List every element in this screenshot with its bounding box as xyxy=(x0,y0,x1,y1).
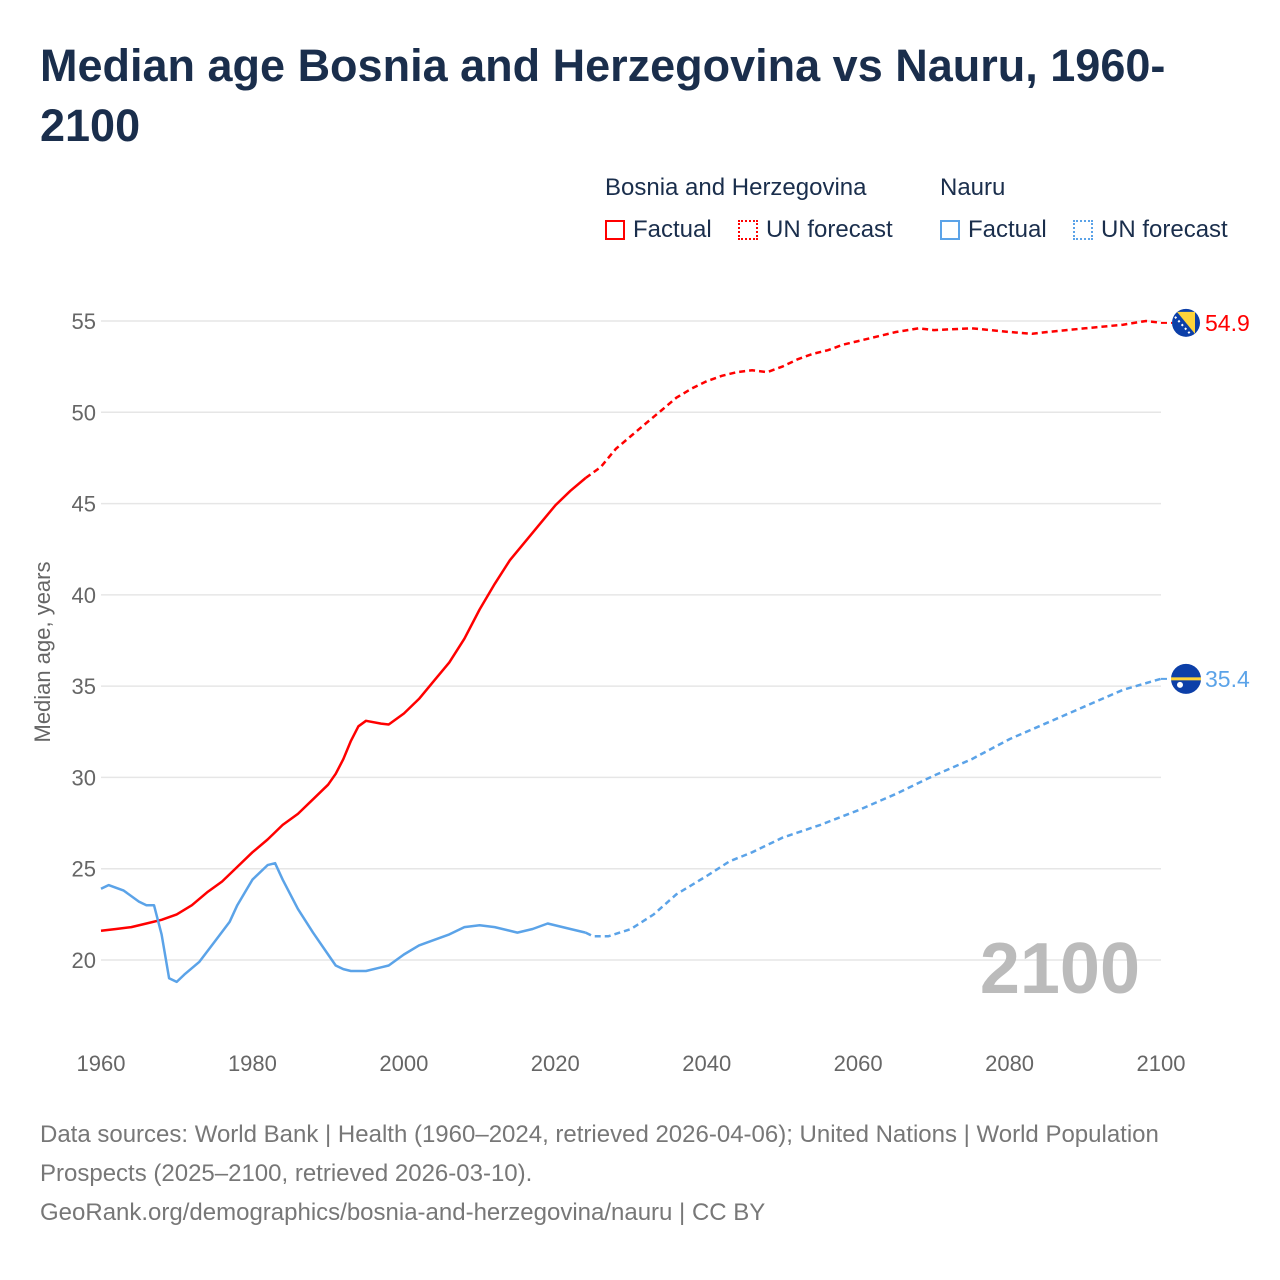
y-tick-label: 20 xyxy=(72,948,96,973)
chart-title: Median age Bosnia and Herzegovina vs Nau… xyxy=(40,40,1166,151)
x-tick-label: 1960 xyxy=(77,1051,126,1076)
y-axis-label: Median age, years xyxy=(30,562,55,743)
series-bih-forecast-line xyxy=(584,319,1162,480)
series-nauru-forecast-line xyxy=(585,677,1162,938)
y-tick-label: 25 xyxy=(72,857,96,882)
y-tick-label: 40 xyxy=(72,583,96,608)
series-nauru-factual-line xyxy=(100,861,586,984)
legend-bih-factual[interactable]: Factual xyxy=(605,216,712,244)
legend-label: Factual xyxy=(633,216,712,243)
legend-bih-forecast[interactable]: UN forecast xyxy=(738,216,893,244)
legend-swatch xyxy=(605,220,625,240)
nauru-flag-stripe xyxy=(1171,677,1201,681)
x-tick-label: 2020 xyxy=(531,1051,580,1076)
nauru-flag-star xyxy=(1177,681,1183,688)
y-tick-label: 45 xyxy=(72,492,96,517)
y-tick-label: 55 xyxy=(72,309,96,334)
bosnia-flag-stars xyxy=(1174,316,1192,336)
bosnia-flag-triangle xyxy=(1177,311,1195,334)
legend-group-bih: Bosnia and Herzegovina xyxy=(605,174,867,201)
series-bih-factual-line xyxy=(100,477,587,933)
x-tick-label: 2060 xyxy=(834,1051,883,1076)
legend-nauru-forecast[interactable]: UN forecast xyxy=(1073,216,1228,244)
y-tick-label: 30 xyxy=(72,765,96,790)
footer-source-text: Data sources: World Bank | Health (1960–… xyxy=(40,1121,1159,1187)
y-tick-label: 50 xyxy=(72,400,96,425)
legend-swatch xyxy=(738,220,758,240)
line-chart: 20 25 30 35 40 45 50 55 1960 1980 2000 2020 2040 2060… xyxy=(30,308,1250,1076)
footer-sources: Data sources: World Bank | Health (1960–… xyxy=(40,1115,1240,1232)
legend-swatch xyxy=(1073,220,1093,240)
end-value-label-bih: 54.9 xyxy=(1205,310,1250,336)
legend-swatch xyxy=(940,220,960,240)
legend-label: UN forecast xyxy=(766,216,893,243)
year-watermark: 2100 xyxy=(980,929,1140,1009)
x-tick-label: 2080 xyxy=(985,1051,1034,1076)
end-value-label-nauru: 35.4 xyxy=(1205,666,1250,692)
legend-label: UN forecast xyxy=(1101,216,1228,243)
legend-nauru-factual[interactable]: Factual xyxy=(940,216,1047,244)
x-tick-label: 2040 xyxy=(682,1051,731,1076)
x-tick-label: 2100 xyxy=(1137,1051,1186,1076)
legend-label: Factual xyxy=(968,216,1047,243)
y-tick-label: 35 xyxy=(72,674,96,699)
x-tick-label: 2000 xyxy=(379,1051,428,1076)
legend-group-nauru: Nauru xyxy=(940,174,1006,201)
x-tick-label: 1980 xyxy=(228,1051,277,1076)
footer-link[interactable]: GeoRank.org/demographics/bosnia-and-herz… xyxy=(40,1199,766,1226)
